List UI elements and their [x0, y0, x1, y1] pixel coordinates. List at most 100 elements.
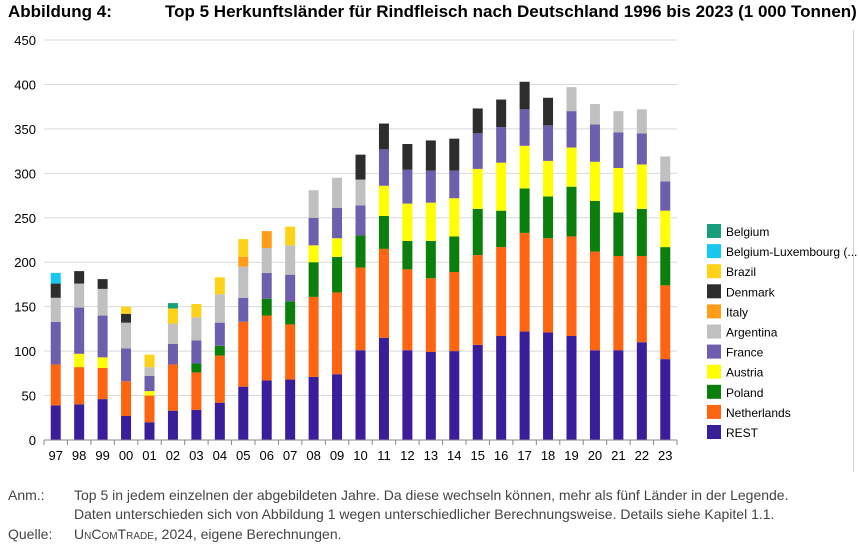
x-tick-label: 04: [213, 448, 227, 463]
bar-segment: [167, 344, 178, 365]
bar-segment: [566, 236, 577, 336]
note-quelle-text: UnComTrade, 2024, eigene Berechnungen.: [74, 525, 342, 544]
bar-segment: [449, 138, 460, 171]
bar-segment: [144, 354, 155, 368]
legend: Belgium Belgium-Luxembourg (... Brazil Denm…: [707, 224, 857, 440]
bar-segment: [191, 372, 202, 410]
bar-segment: [402, 350, 413, 440]
legend-label: Italy: [726, 305, 748, 319]
bar-segment: [50, 297, 61, 322]
bar-segment: [121, 381, 132, 416]
legend-label: Brazil: [726, 265, 756, 279]
bar-segment: [285, 245, 296, 275]
bar-segment: [613, 132, 624, 168]
bar-segment: [238, 239, 249, 257]
bar-segment: [308, 376, 319, 440]
note-anm-line2: Daten unterschieden sich von Abbildung 1…: [74, 506, 775, 522]
x-tick-label: 15: [470, 448, 484, 463]
bar-segment: [543, 238, 554, 333]
bar-segment: [50, 272, 61, 284]
bar-segment: [214, 402, 225, 440]
x-tick-label: 98: [72, 448, 86, 463]
bar-segment: [519, 81, 530, 110]
bar-segment: [121, 322, 132, 349]
note-anm: Anm.: Top 5 in jedem einzelnen der abgeb…: [8, 486, 848, 524]
bar-segment: [378, 123, 389, 150]
bar-segment: [261, 315, 272, 381]
bar-segment: [589, 251, 600, 351]
bar-segment: [214, 355, 225, 403]
legend-label: Poland: [726, 386, 763, 400]
bar-segment: [519, 109, 530, 146]
bar-segment: [402, 269, 413, 351]
bar-segment: [636, 342, 647, 440]
bar-segment: [496, 127, 507, 163]
bar-segment: [144, 391, 155, 396]
bar-segment: [449, 272, 460, 352]
bar-segment: [355, 154, 366, 180]
legend-swatch: [707, 284, 721, 299]
bar-segment: [214, 294, 225, 323]
bar-segment: [261, 248, 272, 273]
bar-segment: [660, 359, 671, 440]
bar-segment: [449, 351, 460, 440]
figure-label: Abbildung 4:: [8, 2, 112, 21]
x-tick-label: 02: [166, 448, 180, 463]
bar-segment: [636, 256, 647, 343]
bar-segment: [449, 236, 460, 272]
bar-segment: [566, 111, 577, 148]
bar-segment: [472, 208, 483, 256]
note-anm-line1: Top 5 in jedem einzelnen der abgebildete…: [74, 487, 789, 503]
bar-segment: [285, 301, 296, 325]
x-tick-label: 00: [119, 448, 133, 463]
bar-segment: [378, 248, 389, 338]
bar-segment: [167, 323, 178, 344]
bar-segment: [191, 363, 202, 373]
legend-swatch: [707, 324, 721, 339]
bar-segment: [74, 307, 85, 354]
bar-segment: [589, 124, 600, 162]
bar-segment: [449, 198, 460, 237]
legend-label: Belgium-Luxembourg (...: [726, 245, 857, 259]
figure-title: Top 5 Herkunftsländer für Rindfleisch na…: [165, 2, 857, 21]
bar-segment: [566, 336, 577, 440]
bar-segment: [660, 285, 671, 360]
bar-segment: [496, 99, 507, 128]
x-tick-label: 13: [424, 448, 438, 463]
bar-segment: [402, 169, 413, 204]
y-tick-label: 300: [14, 166, 36, 181]
bar-segment: [425, 240, 436, 279]
bar-segment: [167, 410, 178, 440]
frame-rule: [853, 30, 854, 472]
bar-segment: [97, 368, 108, 400]
bar-segment: [589, 200, 600, 252]
y-tick-label: 350: [14, 122, 36, 137]
bar-segment: [566, 147, 577, 187]
bar-segment: [636, 208, 647, 256]
bar-segment: [613, 212, 624, 256]
bar-segment: [238, 266, 249, 298]
bar-segment: [261, 298, 272, 316]
bar-segment: [97, 399, 108, 440]
bar-segment: [402, 144, 413, 170]
x-tick-label: 03: [189, 448, 203, 463]
bar-segment: [308, 296, 319, 377]
bar-segment: [238, 386, 249, 440]
bar-segment: [308, 245, 319, 263]
bar-segment: [121, 348, 132, 382]
bar-segment: [285, 379, 296, 440]
bar-segment: [74, 404, 85, 440]
bar-segment: [332, 292, 343, 375]
x-tick-label: 09: [330, 448, 344, 463]
bar-segment: [238, 321, 249, 387]
bar-segment: [191, 340, 202, 364]
legend-swatch: [707, 344, 721, 359]
bar-segment: [191, 409, 202, 440]
bar-segment: [74, 271, 85, 284]
bar-segment: [74, 353, 85, 368]
bar-segment: [543, 332, 554, 440]
x-tick-label: 18: [541, 448, 555, 463]
legend-label: France: [726, 346, 764, 360]
